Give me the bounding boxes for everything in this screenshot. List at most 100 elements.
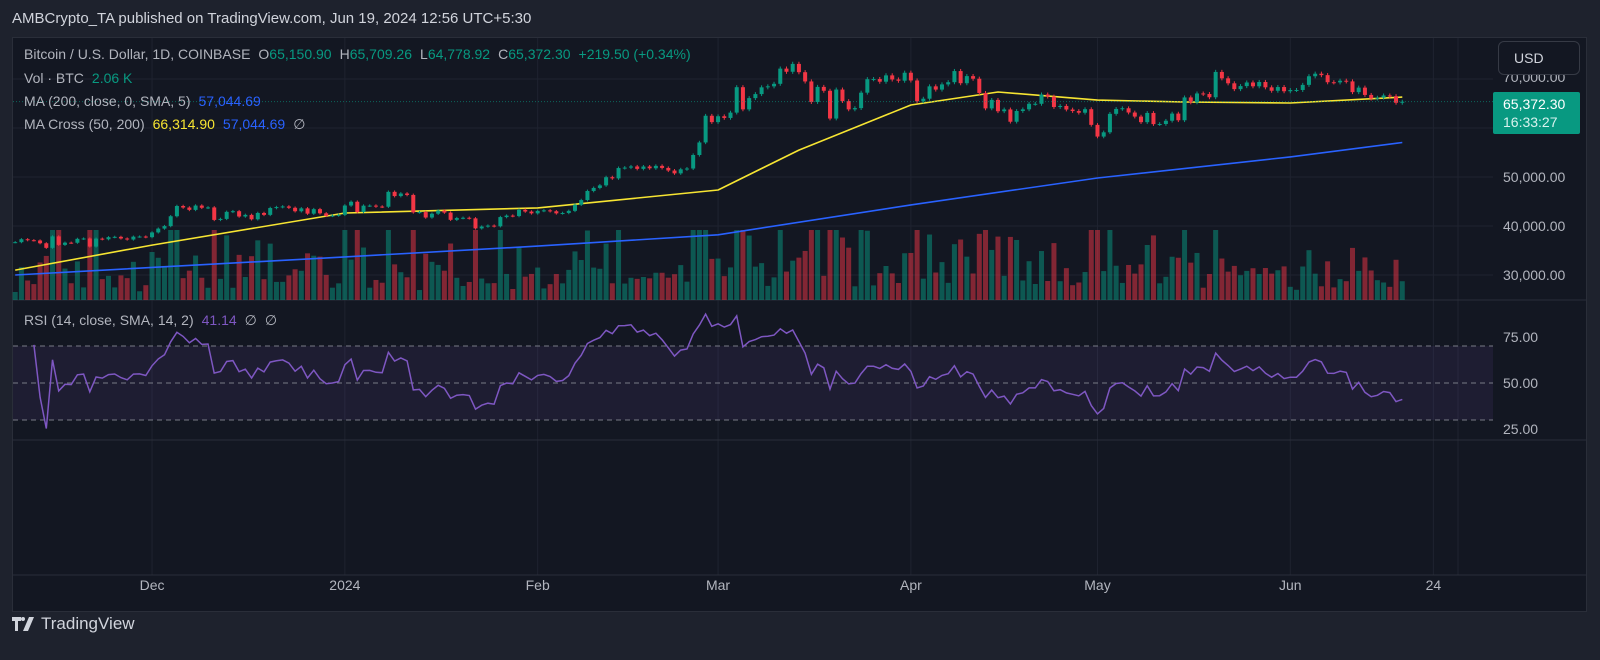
candle bbox=[498, 217, 503, 227]
candle bbox=[38, 240, 43, 244]
candle bbox=[19, 239, 24, 243]
candle bbox=[317, 209, 322, 214]
rsi-legend[interactable]: RSI (14, close, SMA, 14, 2) 41.14 ∅ ∅ bbox=[24, 312, 281, 329]
candle bbox=[1356, 87, 1361, 93]
candle bbox=[1331, 82, 1336, 84]
volume-bar bbox=[821, 275, 827, 300]
ma-cross-legend[interactable]: MA Cross (50, 200) 66,314.90 57,044.69 ∅ bbox=[24, 116, 309, 133]
chart-frame[interactable] bbox=[12, 37, 1587, 612]
volume-bar bbox=[1250, 268, 1256, 300]
volume-bar bbox=[230, 287, 236, 300]
candle bbox=[890, 75, 895, 80]
volume-bar bbox=[273, 281, 279, 300]
volume-bar bbox=[1182, 230, 1188, 300]
candle bbox=[1014, 110, 1019, 122]
volume-bar bbox=[771, 277, 777, 300]
volume-bar bbox=[740, 230, 746, 300]
volume-bar bbox=[1014, 239, 1020, 300]
symbol-title[interactable]: Bitcoin / U.S. Dollar, 1D, COINBASE bbox=[24, 46, 251, 62]
volume-bar bbox=[305, 253, 311, 300]
ma-cross-slow-value: 57,044.69 bbox=[222, 116, 286, 132]
candle bbox=[747, 98, 752, 110]
volume-legend[interactable]: Vol · BTC 2.06 K bbox=[24, 70, 136, 86]
candle bbox=[1045, 94, 1050, 97]
currency-button[interactable]: USD bbox=[1498, 41, 1580, 75]
volume-bar bbox=[839, 237, 845, 300]
candle bbox=[100, 238, 105, 240]
candle bbox=[871, 79, 876, 81]
candle bbox=[1033, 103, 1038, 105]
candle bbox=[492, 225, 497, 227]
candle bbox=[660, 165, 665, 168]
candle bbox=[1114, 108, 1119, 114]
volume-bar bbox=[1225, 271, 1231, 300]
candle bbox=[1213, 71, 1218, 98]
candle bbox=[510, 215, 515, 217]
candle bbox=[1269, 87, 1274, 91]
candle bbox=[666, 167, 671, 171]
candle bbox=[423, 212, 428, 218]
volume-bar bbox=[883, 265, 889, 300]
candle bbox=[927, 86, 932, 99]
volume-bar bbox=[1325, 261, 1331, 300]
volume-bar bbox=[1294, 289, 1300, 300]
volume-bar bbox=[1337, 279, 1343, 300]
volume-bar bbox=[566, 269, 572, 300]
volume-bar bbox=[118, 275, 124, 300]
ma-cross-label: MA Cross (50, 200) bbox=[24, 116, 145, 132]
volume-bar bbox=[522, 276, 528, 300]
volume-bar bbox=[939, 262, 945, 300]
volume-bar bbox=[1238, 275, 1244, 300]
candle bbox=[479, 226, 484, 229]
ma-legend[interactable]: MA (200, close, 0, SMA, 5) 57,044.69 bbox=[24, 93, 265, 109]
ma200-line bbox=[15, 141, 1403, 276]
volume-bar bbox=[25, 280, 31, 300]
volume-bar bbox=[298, 270, 304, 300]
candle bbox=[1170, 113, 1175, 121]
candle bbox=[1139, 116, 1144, 123]
candle bbox=[765, 86, 770, 88]
candle bbox=[118, 236, 123, 239]
candle bbox=[977, 78, 982, 93]
volume-bar bbox=[1032, 284, 1038, 300]
volume-bar bbox=[255, 240, 261, 300]
candle bbox=[1095, 124, 1100, 137]
volume-bar bbox=[50, 230, 56, 300]
volume-bar bbox=[790, 260, 796, 300]
volume-bar bbox=[902, 253, 908, 300]
candle bbox=[1294, 89, 1299, 91]
candle bbox=[81, 238, 86, 240]
candle bbox=[952, 71, 957, 83]
volume-bar bbox=[541, 288, 547, 300]
volume-bar bbox=[280, 281, 286, 300]
ma50-line bbox=[15, 91, 1403, 271]
candle bbox=[809, 81, 814, 103]
volume-bar bbox=[99, 279, 105, 300]
volume-bar bbox=[833, 230, 839, 300]
candle bbox=[94, 238, 99, 247]
volume-bar bbox=[1039, 251, 1044, 300]
volume-bar bbox=[448, 243, 454, 300]
candle bbox=[1263, 81, 1268, 88]
volume-bar bbox=[858, 230, 864, 300]
tradingview-logo[interactable]: TradingView bbox=[12, 614, 135, 634]
candle bbox=[1325, 75, 1330, 83]
candle bbox=[224, 211, 229, 219]
candle bbox=[1375, 97, 1380, 99]
candle bbox=[778, 68, 783, 84]
volume-bar bbox=[485, 283, 491, 300]
candle bbox=[790, 63, 795, 72]
volume-bar bbox=[927, 234, 933, 300]
volume-bar bbox=[460, 285, 466, 300]
candle bbox=[759, 87, 764, 95]
volume-bar bbox=[640, 276, 646, 300]
volume-bar bbox=[323, 274, 329, 300]
volume-bar bbox=[759, 263, 765, 300]
candle bbox=[1400, 101, 1405, 103]
candle bbox=[342, 205, 347, 215]
volume-bar bbox=[329, 287, 335, 300]
volume-bar bbox=[728, 267, 733, 300]
volume-bar bbox=[659, 272, 665, 300]
candle bbox=[398, 193, 403, 197]
